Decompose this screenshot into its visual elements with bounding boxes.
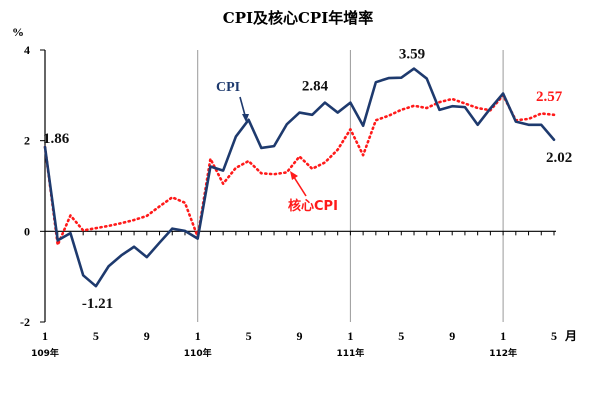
x-year-label: 109年 <box>31 347 59 359</box>
x-tick-label: 1 <box>347 329 353 343</box>
x-tick-label: 1 <box>500 329 506 343</box>
x-year-label: 112年 <box>489 347 517 359</box>
y-axis-unit: % <box>12 25 24 39</box>
series-label-core-cpi: 核心CPI <box>288 198 338 214</box>
data-label: 2.57 <box>536 89 563 105</box>
series-label-core-cpi-arrowhead <box>290 171 298 180</box>
series-lines <box>43 67 556 288</box>
x-axis-ticks: 1 5 9 1 5 9 1 5 9 1 5 109年 110年 111年 112年 <box>31 231 557 359</box>
y-tick-label: 4 <box>24 43 30 57</box>
series-line-core-cpi <box>43 94 556 247</box>
x-year-label: 111年 <box>337 347 365 359</box>
y-tick-label: 0 <box>24 224 30 238</box>
x-tick-label: 9 <box>297 329 303 343</box>
series-line-cpi <box>43 67 556 288</box>
axes <box>44 50 556 322</box>
series-label-cpi: CPI <box>216 80 240 95</box>
data-labels: 1.86 -1.21 2.84 3.59 2.57 2.02 CPI 核心CPI <box>43 47 572 313</box>
x-tick-label: 5 <box>551 329 557 343</box>
data-label: 2.84 <box>302 79 329 95</box>
x-tick-label: 1 <box>42 329 48 343</box>
y-axis-ticks: 4 2 0 -2 <box>20 43 45 329</box>
data-label: 2.02 <box>546 150 572 166</box>
x-tick-label: 1 <box>195 329 201 343</box>
x-tick-label: 9 <box>449 329 455 343</box>
y-tick-label: 2 <box>24 134 30 148</box>
x-tick-label: 5 <box>398 329 404 343</box>
x-year-label: 110年 <box>184 347 212 359</box>
chart-title: CPI及核心CPI年增率 <box>223 9 373 27</box>
x-tick-label: 9 <box>144 329 150 343</box>
x-axis-unit: 月 <box>564 329 577 343</box>
data-label: -1.21 <box>82 296 113 312</box>
y-tick-label: -2 <box>20 315 30 329</box>
data-label: 1.86 <box>43 131 70 147</box>
year-dividers <box>197 50 504 322</box>
series-label-cpi-arrowhead <box>242 114 249 122</box>
x-tick-label: 5 <box>246 329 252 343</box>
data-label: 3.59 <box>399 47 425 63</box>
x-tick-label: 5 <box>93 329 99 343</box>
